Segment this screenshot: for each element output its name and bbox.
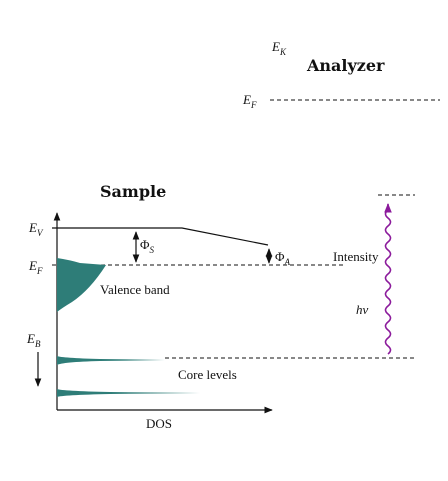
vacuum-level-line [52, 227, 269, 246]
valence-band-label: Valence band [100, 282, 170, 297]
phi-a-label: ΦA [275, 249, 291, 267]
phi-s-label: ΦS [140, 237, 155, 255]
valence-band-shape [57, 258, 106, 312]
photon-label: hν [356, 302, 369, 317]
sample-fermi-label: EF [28, 258, 43, 276]
core-level-peak [57, 389, 200, 397]
sample-title: Sample [100, 182, 166, 201]
core-level-peak [57, 356, 165, 365]
photon-wave [384, 203, 392, 355]
dos-label: DOS [146, 416, 172, 431]
core-levels-label: Core levels [178, 367, 237, 382]
intensity-label: Intensity [333, 249, 379, 264]
analyzer-title: Analyzer [306, 56, 385, 75]
analyzer-fermi-label: EF [242, 92, 257, 110]
vacuum-level-label: EV [28, 220, 44, 238]
kinetic-energy-label: EK [271, 39, 287, 57]
binding-energy-label: EB [26, 331, 41, 349]
